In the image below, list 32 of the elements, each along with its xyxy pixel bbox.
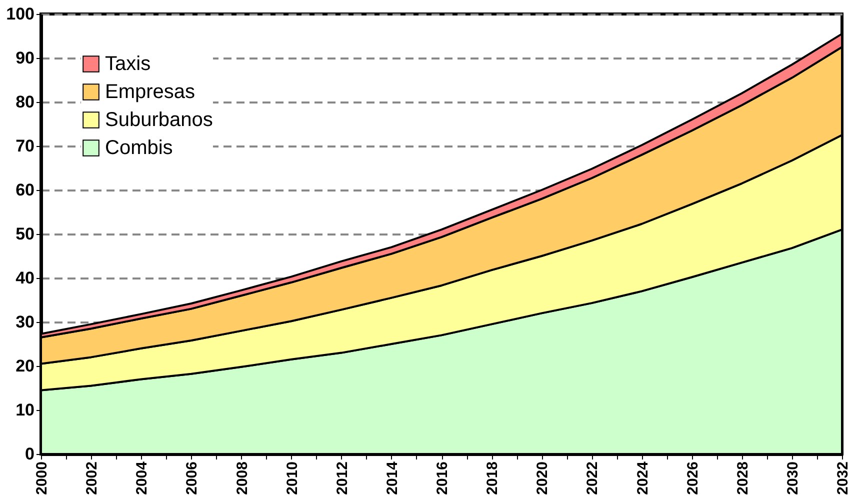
y-tick-label: 80 xyxy=(16,92,34,112)
y-tick-label: 50 xyxy=(16,224,34,244)
legend-label: Combis xyxy=(105,137,173,159)
y-tick-label: 30 xyxy=(16,312,34,332)
y-tick-label: 90 xyxy=(16,48,34,68)
x-tick-label: 2014 xyxy=(384,460,401,495)
x-tick-label: 2020 xyxy=(534,462,552,495)
y-tick-label: 20 xyxy=(16,356,34,376)
x-tick-label: 2008 xyxy=(234,462,251,495)
x-tick-label: 2032 xyxy=(834,462,852,495)
x-tick-label: 2026 xyxy=(684,462,702,495)
x-tick-label: 2006 xyxy=(184,462,201,495)
x-tick-label: 2004 xyxy=(134,460,151,495)
x-tick-label: 2028 xyxy=(734,462,752,495)
y-tick-label: 60 xyxy=(16,180,34,200)
y-tick-label: 70 xyxy=(16,136,34,156)
x-tick-label: 2030 xyxy=(784,462,802,495)
y-tick-label: 100 xyxy=(6,4,34,24)
legend-label: Suburbanos xyxy=(105,109,213,131)
x-tick-label: 2002 xyxy=(84,462,101,495)
x-tick-label: 2016 xyxy=(434,462,451,495)
x-tick-label: 2018 xyxy=(484,462,502,495)
legend-label: Empresas xyxy=(105,81,196,103)
x-tick-label: 2022 xyxy=(584,462,602,495)
y-tick-label: 10 xyxy=(16,400,34,420)
x-tick-label: 2000 xyxy=(34,462,50,495)
y-tick-label: 0 xyxy=(25,444,34,464)
x-tick-label: 2010 xyxy=(284,462,301,495)
x-tick-label: 2012 xyxy=(334,462,351,495)
legend-label: Taxis xyxy=(105,53,151,75)
y-tick-label: 40 xyxy=(16,268,34,288)
x-tick-label: 2024 xyxy=(634,460,652,495)
